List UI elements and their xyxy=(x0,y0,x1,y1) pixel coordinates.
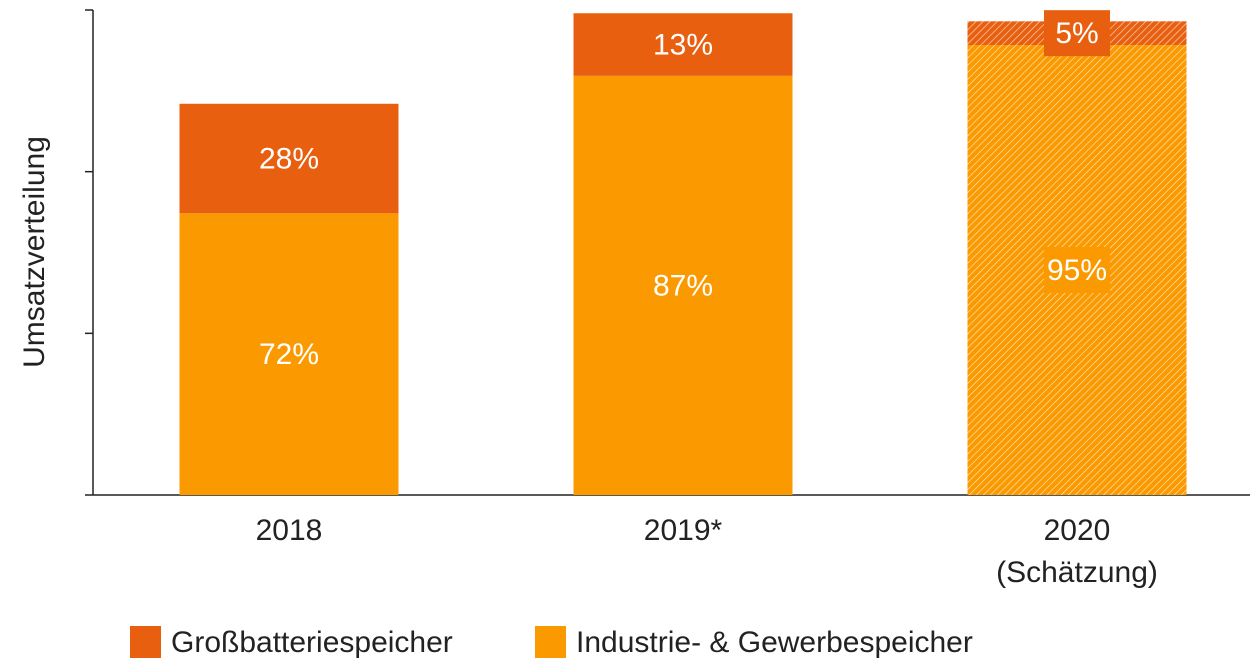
data-label-bg xyxy=(1044,247,1110,294)
data-label: 87% xyxy=(653,269,713,302)
legend-label: Industrie- & Gewerbespeicher xyxy=(576,626,973,659)
legend-swatch xyxy=(535,626,566,658)
bar-segment xyxy=(179,103,399,214)
legend-label: Großbatteriespeicher xyxy=(171,626,453,659)
legend-swatch xyxy=(130,626,161,658)
x-tick-label: 2019* xyxy=(643,514,723,547)
data-label: 13% xyxy=(653,28,713,61)
data-label-bg xyxy=(1044,10,1110,57)
data-label: 28% xyxy=(259,142,319,175)
bar-segment xyxy=(573,13,793,76)
bar-segment xyxy=(179,213,399,495)
y-axis-label: Umsatzverteilung xyxy=(18,136,51,368)
data-label: 5% xyxy=(1055,17,1098,50)
x-tick-label: 2018 xyxy=(255,514,323,547)
bar-segment xyxy=(573,75,793,495)
data-label: 72% xyxy=(259,338,319,371)
x-tick-label: 2020 (Schätzung) xyxy=(996,514,1158,589)
data-label: 95% xyxy=(1047,254,1107,287)
